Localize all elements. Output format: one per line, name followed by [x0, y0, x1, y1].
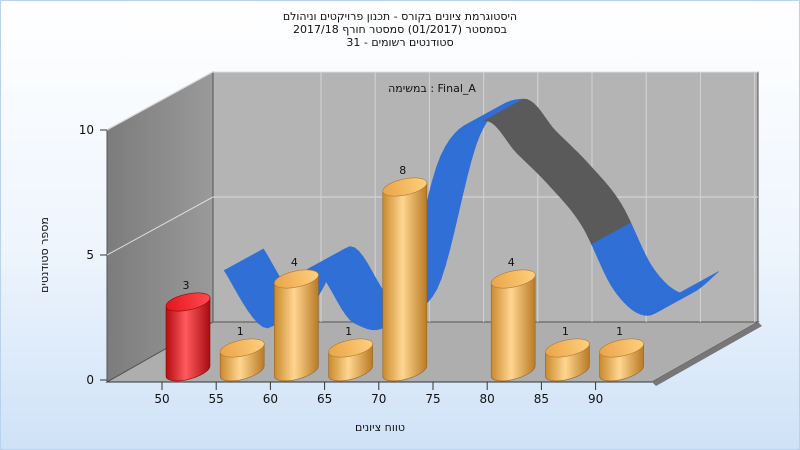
bar-cap: [328, 338, 373, 358]
x-tick-label: 55: [209, 392, 224, 406]
bar-value-label: 4: [291, 256, 298, 269]
y-tick-label: 0: [86, 373, 94, 387]
bar-body: [274, 274, 319, 382]
title-line-3: סטודנטים רשומים - 31: [346, 36, 454, 49]
x-tick-label: 50: [154, 392, 169, 406]
gridlines: [106, 71, 758, 322]
bar: [545, 338, 590, 382]
bar-cap: [545, 338, 590, 358]
floor-shadow: [652, 322, 762, 386]
bar-value-label: 1: [616, 325, 623, 338]
y-tick-label: 5: [86, 248, 94, 262]
gridline-left: [106, 196, 214, 256]
x-tick-label: 60: [263, 392, 278, 406]
x-tick-label: 75: [425, 392, 440, 406]
bar-value-label: 4: [508, 256, 515, 269]
bar-body: [165, 297, 211, 382]
y-tick-label: 10: [79, 123, 94, 137]
x-tick-label: 65: [317, 392, 332, 406]
bar: [274, 269, 319, 382]
bar-cap: [490, 269, 536, 289]
x-tick-label: 90: [588, 392, 603, 406]
data-labels: 3 1 4 1 8 4 1 1: [183, 164, 624, 338]
y-tick-labels: 0 5 10: [79, 123, 107, 387]
x-tick-label: 85: [534, 392, 549, 406]
gridline-left: [106, 71, 214, 131]
bar: [165, 292, 211, 382]
x-tick-label: 80: [480, 392, 495, 406]
bar: [382, 177, 428, 382]
bar: [599, 338, 644, 382]
bar-body: [490, 274, 536, 382]
bar-value-label: 1: [562, 325, 569, 338]
ribbon-segment: [677, 271, 719, 295]
bar: [328, 338, 373, 382]
bar: [219, 338, 265, 382]
bar-cap: [382, 177, 428, 197]
bar-cap: [599, 338, 644, 358]
bar: [490, 269, 536, 382]
annotation-text: Final_A : במשימה: [388, 82, 476, 95]
bar-cap: [165, 292, 211, 312]
chart-title: היסטוגרמת ציונים בקורס - תכנון פרויקטים …: [0, 10, 800, 49]
bar-cap: [274, 269, 319, 289]
x-axis-title: טווח ציונים: [355, 421, 405, 434]
distribution-ribbon: [223, 98, 719, 331]
bar-body: [382, 182, 428, 382]
title-line-2: בסמסטר (01/2017) סמסטר חורף 2017/18: [293, 23, 507, 36]
bar-value-label: 3: [183, 279, 190, 292]
bars: [165, 177, 644, 382]
x-tick-label: 70: [371, 392, 386, 406]
bar-cap: [219, 338, 265, 358]
x-tick-labels: 50 55 60 65 70 75 80 85 90: [107, 381, 652, 406]
y-axis-title: מספר סטודנטים: [38, 217, 51, 293]
bar-value-label: 1: [237, 325, 244, 338]
bar-value-label: 1: [345, 325, 352, 338]
title-line-1: היסטוגרמת ציונים בקורס - תכנון פרויקטים …: [282, 10, 518, 23]
bar-value-label: 8: [399, 164, 406, 177]
